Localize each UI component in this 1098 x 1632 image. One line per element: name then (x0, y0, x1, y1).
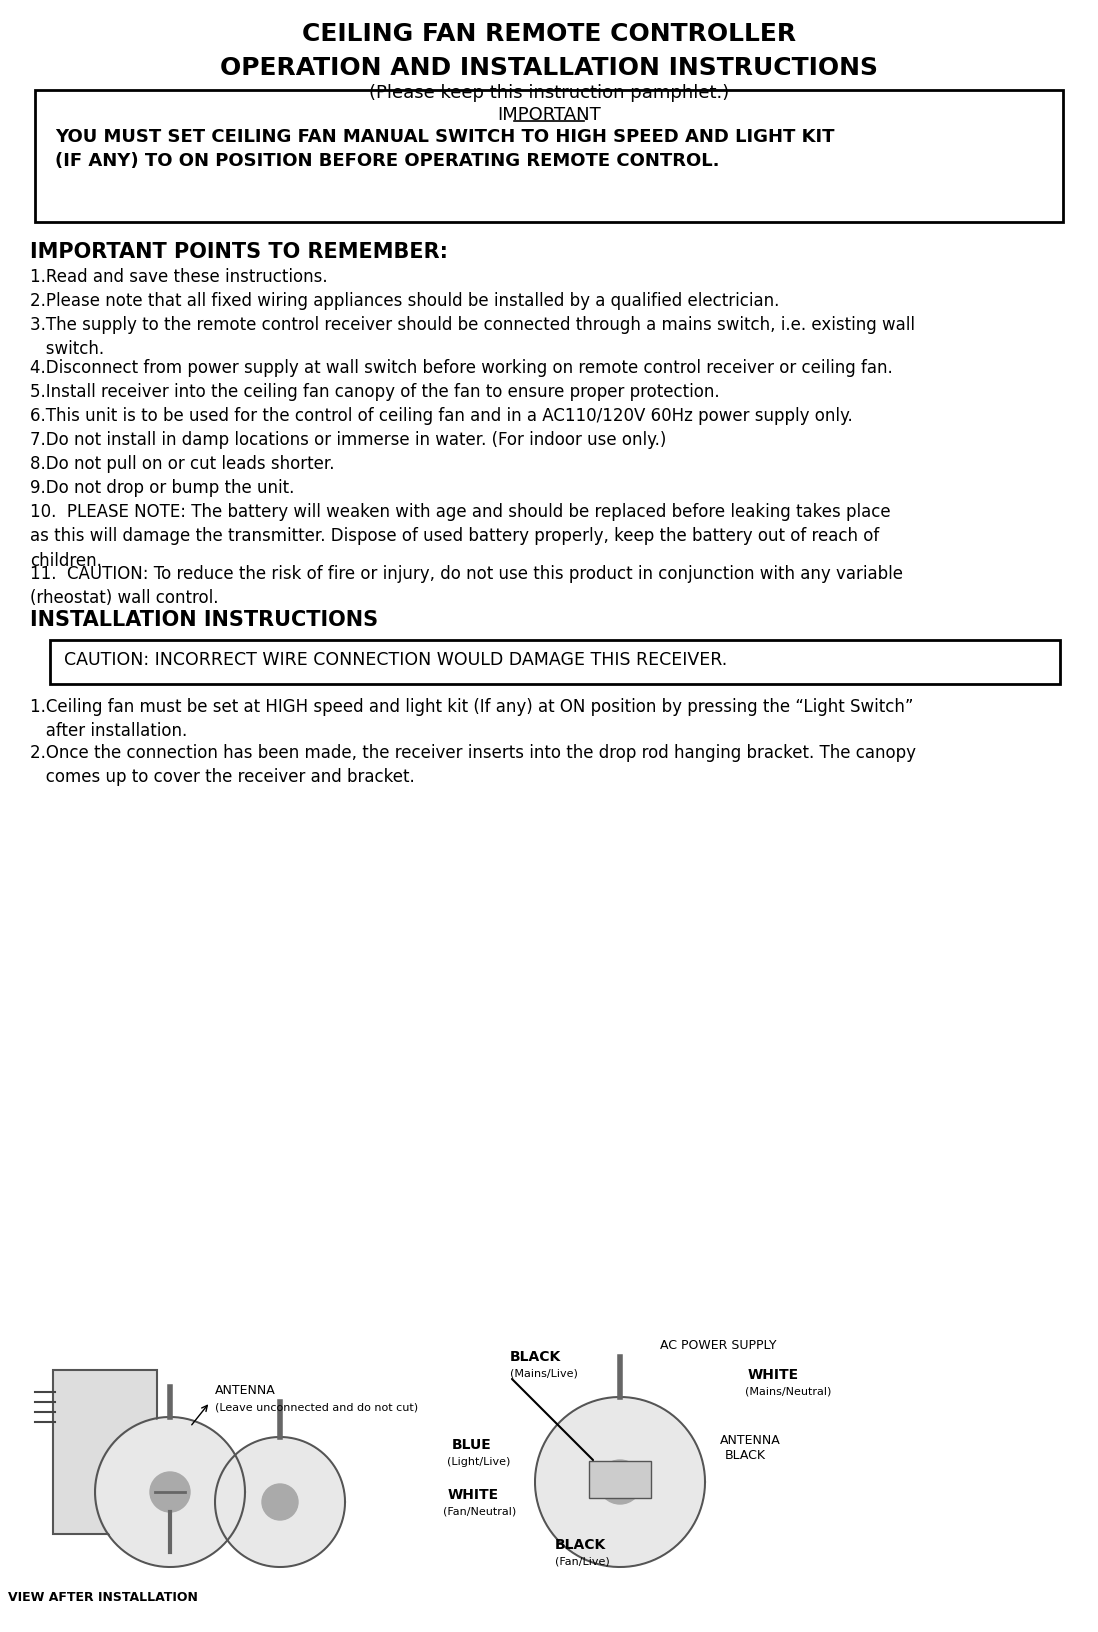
Text: 6.This unit is to be used for the control of ceiling fan and in a AC110/120V 60H: 6.This unit is to be used for the contro… (30, 406, 853, 424)
Text: 11.  CAUTION: To reduce the risk of fire or injury, do not use this product in c: 11. CAUTION: To reduce the risk of fire … (30, 565, 903, 607)
FancyBboxPatch shape (51, 640, 1060, 684)
Text: 3.The supply to the remote control receiver should be connected through a mains : 3.The supply to the remote control recei… (30, 317, 915, 359)
Text: CAUTION: INCORRECT WIRE CONNECTION WOULD DAMAGE THIS RECEIVER.: CAUTION: INCORRECT WIRE CONNECTION WOULD… (64, 651, 727, 669)
Text: 9.Do not drop or bump the unit.: 9.Do not drop or bump the unit. (30, 480, 294, 498)
Text: 4.Disconnect from power supply at wall switch before working on remote control r: 4.Disconnect from power supply at wall s… (30, 359, 893, 377)
Text: ANTENNA: ANTENNA (720, 1435, 781, 1448)
Text: BLACK: BLACK (554, 1537, 606, 1552)
Text: 8.Do not pull on or cut leads shorter.: 8.Do not pull on or cut leads shorter. (30, 455, 335, 473)
Text: BLACK: BLACK (725, 1449, 766, 1462)
Text: AC POWER SUPPLY: AC POWER SUPPLY (660, 1338, 776, 1351)
Text: 5.Install receiver into the ceiling fan canopy of the fan to ensure proper prote: 5.Install receiver into the ceiling fan … (30, 384, 719, 401)
Text: OPERATION AND INSTALLATION INSTRUCTIONS: OPERATION AND INSTALLATION INSTRUCTIONS (220, 55, 878, 80)
Text: 2.Once the connection has been made, the receiver inserts into the drop rod hang: 2.Once the connection has been made, the… (30, 744, 916, 787)
Circle shape (598, 1461, 642, 1505)
Text: (Light/Live): (Light/Live) (447, 1457, 511, 1467)
Text: ANTENNA: ANTENNA (215, 1384, 276, 1397)
FancyBboxPatch shape (53, 1369, 157, 1534)
Circle shape (537, 1399, 703, 1565)
Circle shape (150, 1472, 190, 1511)
Circle shape (217, 1439, 343, 1565)
Text: 2.Please note that all fixed wiring appliances should be installed by a qualifie: 2.Please note that all fixed wiring appl… (30, 292, 780, 310)
FancyBboxPatch shape (589, 1461, 651, 1498)
Text: IMPORTANT POINTS TO REMEMBER:: IMPORTANT POINTS TO REMEMBER: (30, 242, 448, 263)
Text: (Mains/Neutral): (Mains/Neutral) (746, 1387, 831, 1397)
Text: (Leave unconnected and do not cut): (Leave unconnected and do not cut) (215, 1402, 418, 1412)
Text: (Fan/Live): (Fan/Live) (554, 1557, 609, 1567)
Text: (Please keep this instruction pamphlet.): (Please keep this instruction pamphlet.) (369, 83, 729, 101)
Text: BLUE: BLUE (452, 1438, 492, 1452)
Text: WHITE: WHITE (448, 1488, 500, 1501)
Text: BLACK: BLACK (509, 1350, 561, 1364)
Text: IMPORTANT: IMPORTANT (497, 106, 601, 124)
Text: 10.  PLEASE NOTE: The battery will weaken with age and should be replaced before: 10. PLEASE NOTE: The battery will weaken… (30, 503, 890, 570)
Text: (Mains/Live): (Mains/Live) (509, 1369, 578, 1379)
Circle shape (262, 1483, 298, 1519)
FancyBboxPatch shape (35, 90, 1063, 222)
Text: YOU MUST SET CEILING FAN MANUAL SWITCH TO HIGH SPEED AND LIGHT KIT: YOU MUST SET CEILING FAN MANUAL SWITCH T… (55, 127, 834, 145)
Circle shape (97, 1418, 243, 1565)
Text: 1.Ceiling fan must be set at HIGH speed and light kit (If any) at ON position by: 1.Ceiling fan must be set at HIGH speed … (30, 698, 914, 741)
Text: VIEW AFTER INSTALLATION: VIEW AFTER INSTALLATION (8, 1591, 198, 1604)
Text: (Fan/Neutral): (Fan/Neutral) (442, 1506, 516, 1518)
Text: INSTALLATION INSTRUCTIONS: INSTALLATION INSTRUCTIONS (30, 610, 378, 630)
Text: 7.Do not install in damp locations or immerse in water. (For indoor use only.): 7.Do not install in damp locations or im… (30, 431, 666, 449)
Text: 1.Read and save these instructions.: 1.Read and save these instructions. (30, 268, 327, 286)
Text: WHITE: WHITE (748, 1368, 799, 1382)
Text: CEILING FAN REMOTE CONTROLLER: CEILING FAN REMOTE CONTROLLER (302, 21, 796, 46)
Text: (IF ANY) TO ON POSITION BEFORE OPERATING REMOTE CONTROL.: (IF ANY) TO ON POSITION BEFORE OPERATING… (55, 152, 719, 170)
